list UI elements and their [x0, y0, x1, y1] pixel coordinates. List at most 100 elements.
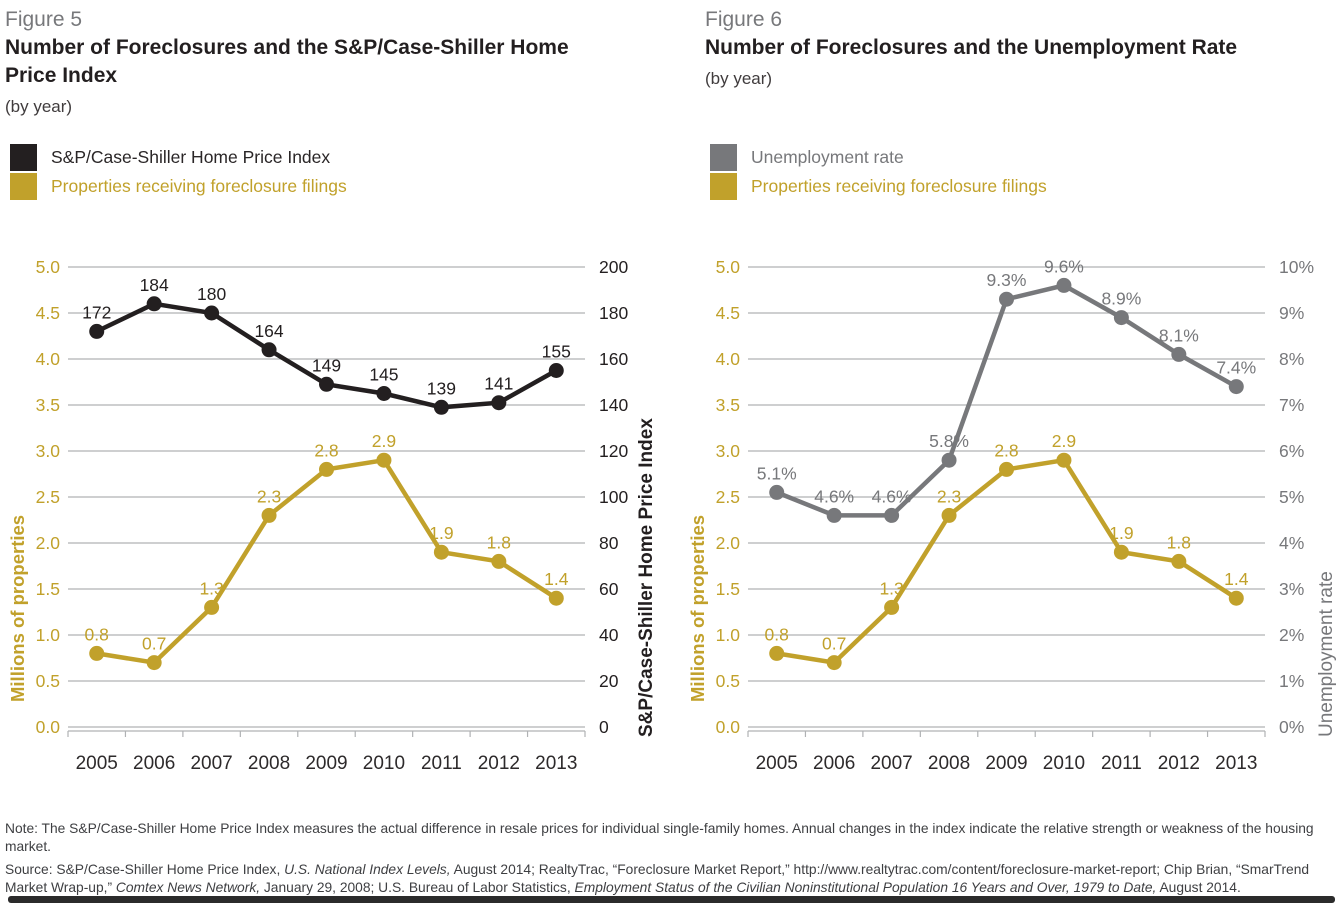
data-point	[376, 452, 392, 468]
data-point-label: 141	[484, 374, 513, 394]
note-text: Note: The S&P/Case-Shiller Home Price In…	[5, 821, 1314, 854]
data-point-label: 180	[197, 284, 226, 304]
x-tick-label: 2009	[305, 753, 347, 774]
figure6-title: Number of Foreclosures and the Unemploym…	[705, 36, 1238, 59]
data-point-label: 1.4	[1224, 569, 1249, 589]
data-point	[433, 544, 449, 560]
x-tick-label: 2013	[1215, 753, 1257, 774]
left-axis-tick-label: 5.0	[716, 257, 741, 277]
x-tick-label: 2013	[535, 753, 577, 774]
legend-label: S&P/Case-Shiller Home Price Index	[51, 146, 331, 167]
data-point-label: 0.7	[822, 634, 846, 654]
data-point	[1056, 277, 1072, 293]
figure6-label: Figure 6	[705, 8, 783, 31]
data-point	[548, 590, 564, 606]
data-point-label: 2.9	[1052, 431, 1076, 451]
data-point-label: 1.3	[199, 578, 223, 598]
legend-item-foreclosure-filings: Properties receiving foreclosure filings	[710, 172, 1330, 200]
left-axis-tick-label: 0.0	[716, 717, 741, 737]
data-point	[261, 342, 277, 358]
legend-label: Properties receiving foreclosure filings	[51, 175, 347, 196]
left-axis-tick-label: 1.0	[716, 625, 741, 645]
x-tick-label: 2006	[133, 753, 175, 774]
data-point	[491, 553, 507, 569]
data-point-label: 145	[369, 365, 398, 385]
data-point	[433, 399, 449, 415]
data-point-label: 1.8	[1167, 532, 1191, 552]
data-point-label: 4.6%	[814, 486, 854, 506]
x-tick-label: 2009	[985, 753, 1027, 774]
data-point-label: 2.8	[994, 440, 1018, 460]
data-point-label: 2.9	[372, 431, 396, 451]
data-point	[1228, 590, 1244, 606]
data-point-label: 7.4%	[1216, 358, 1256, 378]
data-point-label: 1.8	[487, 532, 511, 552]
data-point-label: 172	[82, 302, 111, 322]
data-point	[884, 507, 900, 523]
source-segment: Source: S&P/Case-Shiller Home Price Inde…	[5, 862, 285, 877]
data-point-label: 2.8	[314, 440, 338, 460]
source-segment: January 29, 2008; U.S. Bureau of Labor S…	[260, 880, 575, 895]
data-point-label: 155	[542, 342, 571, 362]
left-axis-tick-label: 0.5	[36, 671, 60, 691]
data-point	[826, 507, 842, 523]
right-axis-tick-label: 6%	[1279, 441, 1304, 461]
x-tick-label: 2008	[248, 753, 290, 774]
data-point	[1228, 379, 1244, 395]
data-point	[769, 645, 785, 661]
left-axis-tick-label: 2.0	[36, 533, 61, 553]
left-axis-tick-label: 2.5	[716, 487, 740, 507]
legend-swatch-gold	[710, 172, 737, 200]
right-axis-tick-label: 20	[599, 671, 619, 691]
right-axis-tick-label: 1%	[1279, 671, 1304, 691]
x-tick-label: 2007	[870, 753, 912, 774]
right-axis-tick-label: 180	[599, 303, 628, 323]
left-axis-tick-label: 5.0	[36, 257, 61, 277]
source-segment: August 2014; RealtyTrac, “Foreclosure Ma…	[5, 862, 1310, 895]
figure5-section: Figure 5 Number of Foreclosures and the …	[5, 8, 605, 117]
right-axis-tick-label: 140	[599, 395, 628, 415]
data-point	[491, 395, 507, 411]
left-axis-tick-label: 4.5	[716, 303, 740, 323]
data-point-label: 9.6%	[1044, 256, 1084, 276]
bottom-rule	[8, 896, 1335, 903]
legend-label: Unemployment rate	[751, 146, 904, 167]
series-line	[775, 283, 1238, 518]
data-point	[1171, 553, 1187, 569]
right-axis-tick-label: 7%	[1279, 395, 1304, 415]
data-point-label: 8.9%	[1101, 289, 1141, 309]
data-point-label: 0.8	[85, 624, 109, 644]
left-axis-tick-label: 1.5	[716, 579, 740, 599]
legend-swatch-gray	[710, 143, 737, 171]
right-axis-tick-label: 4%	[1279, 533, 1304, 553]
data-point	[1056, 452, 1072, 468]
footnotes: Note: The S&P/Case-Shiller Home Price In…	[5, 820, 1338, 897]
data-point-label: 149	[312, 355, 341, 375]
right-axis-tick-label: 80	[599, 533, 619, 553]
figure6-legend: Unemployment rate Properties receiving f…	[710, 143, 1330, 201]
left-axis-tick-label: 4.5	[36, 303, 60, 323]
data-point	[146, 296, 162, 312]
data-point-label: 1.9	[1109, 523, 1133, 543]
right-axis-tick-label: 2%	[1279, 625, 1304, 645]
data-point-label: 9.3%	[987, 270, 1027, 290]
left-axis-tick-label: 3.0	[716, 441, 741, 461]
right-axis-tick-label: 60	[599, 579, 619, 599]
data-point	[319, 376, 334, 392]
figure6-subtitle: (by year)	[705, 69, 773, 88]
right-axis-tick-label: 3%	[1279, 579, 1304, 599]
data-point-label: 139	[427, 378, 456, 398]
data-point	[826, 655, 842, 671]
legend-swatch-gold	[10, 172, 37, 200]
right-axis-tick-label: 9%	[1279, 303, 1304, 323]
data-point	[204, 305, 220, 321]
left-axis-tick-label: 4.0	[36, 349, 61, 369]
data-point	[1171, 346, 1187, 362]
data-point	[204, 599, 220, 615]
data-point	[548, 363, 564, 378]
legend-swatch-black	[10, 143, 37, 171]
right-axis-tick-label: 100	[599, 487, 628, 507]
data-point-label: 5.8%	[929, 431, 969, 451]
data-point	[89, 323, 105, 339]
